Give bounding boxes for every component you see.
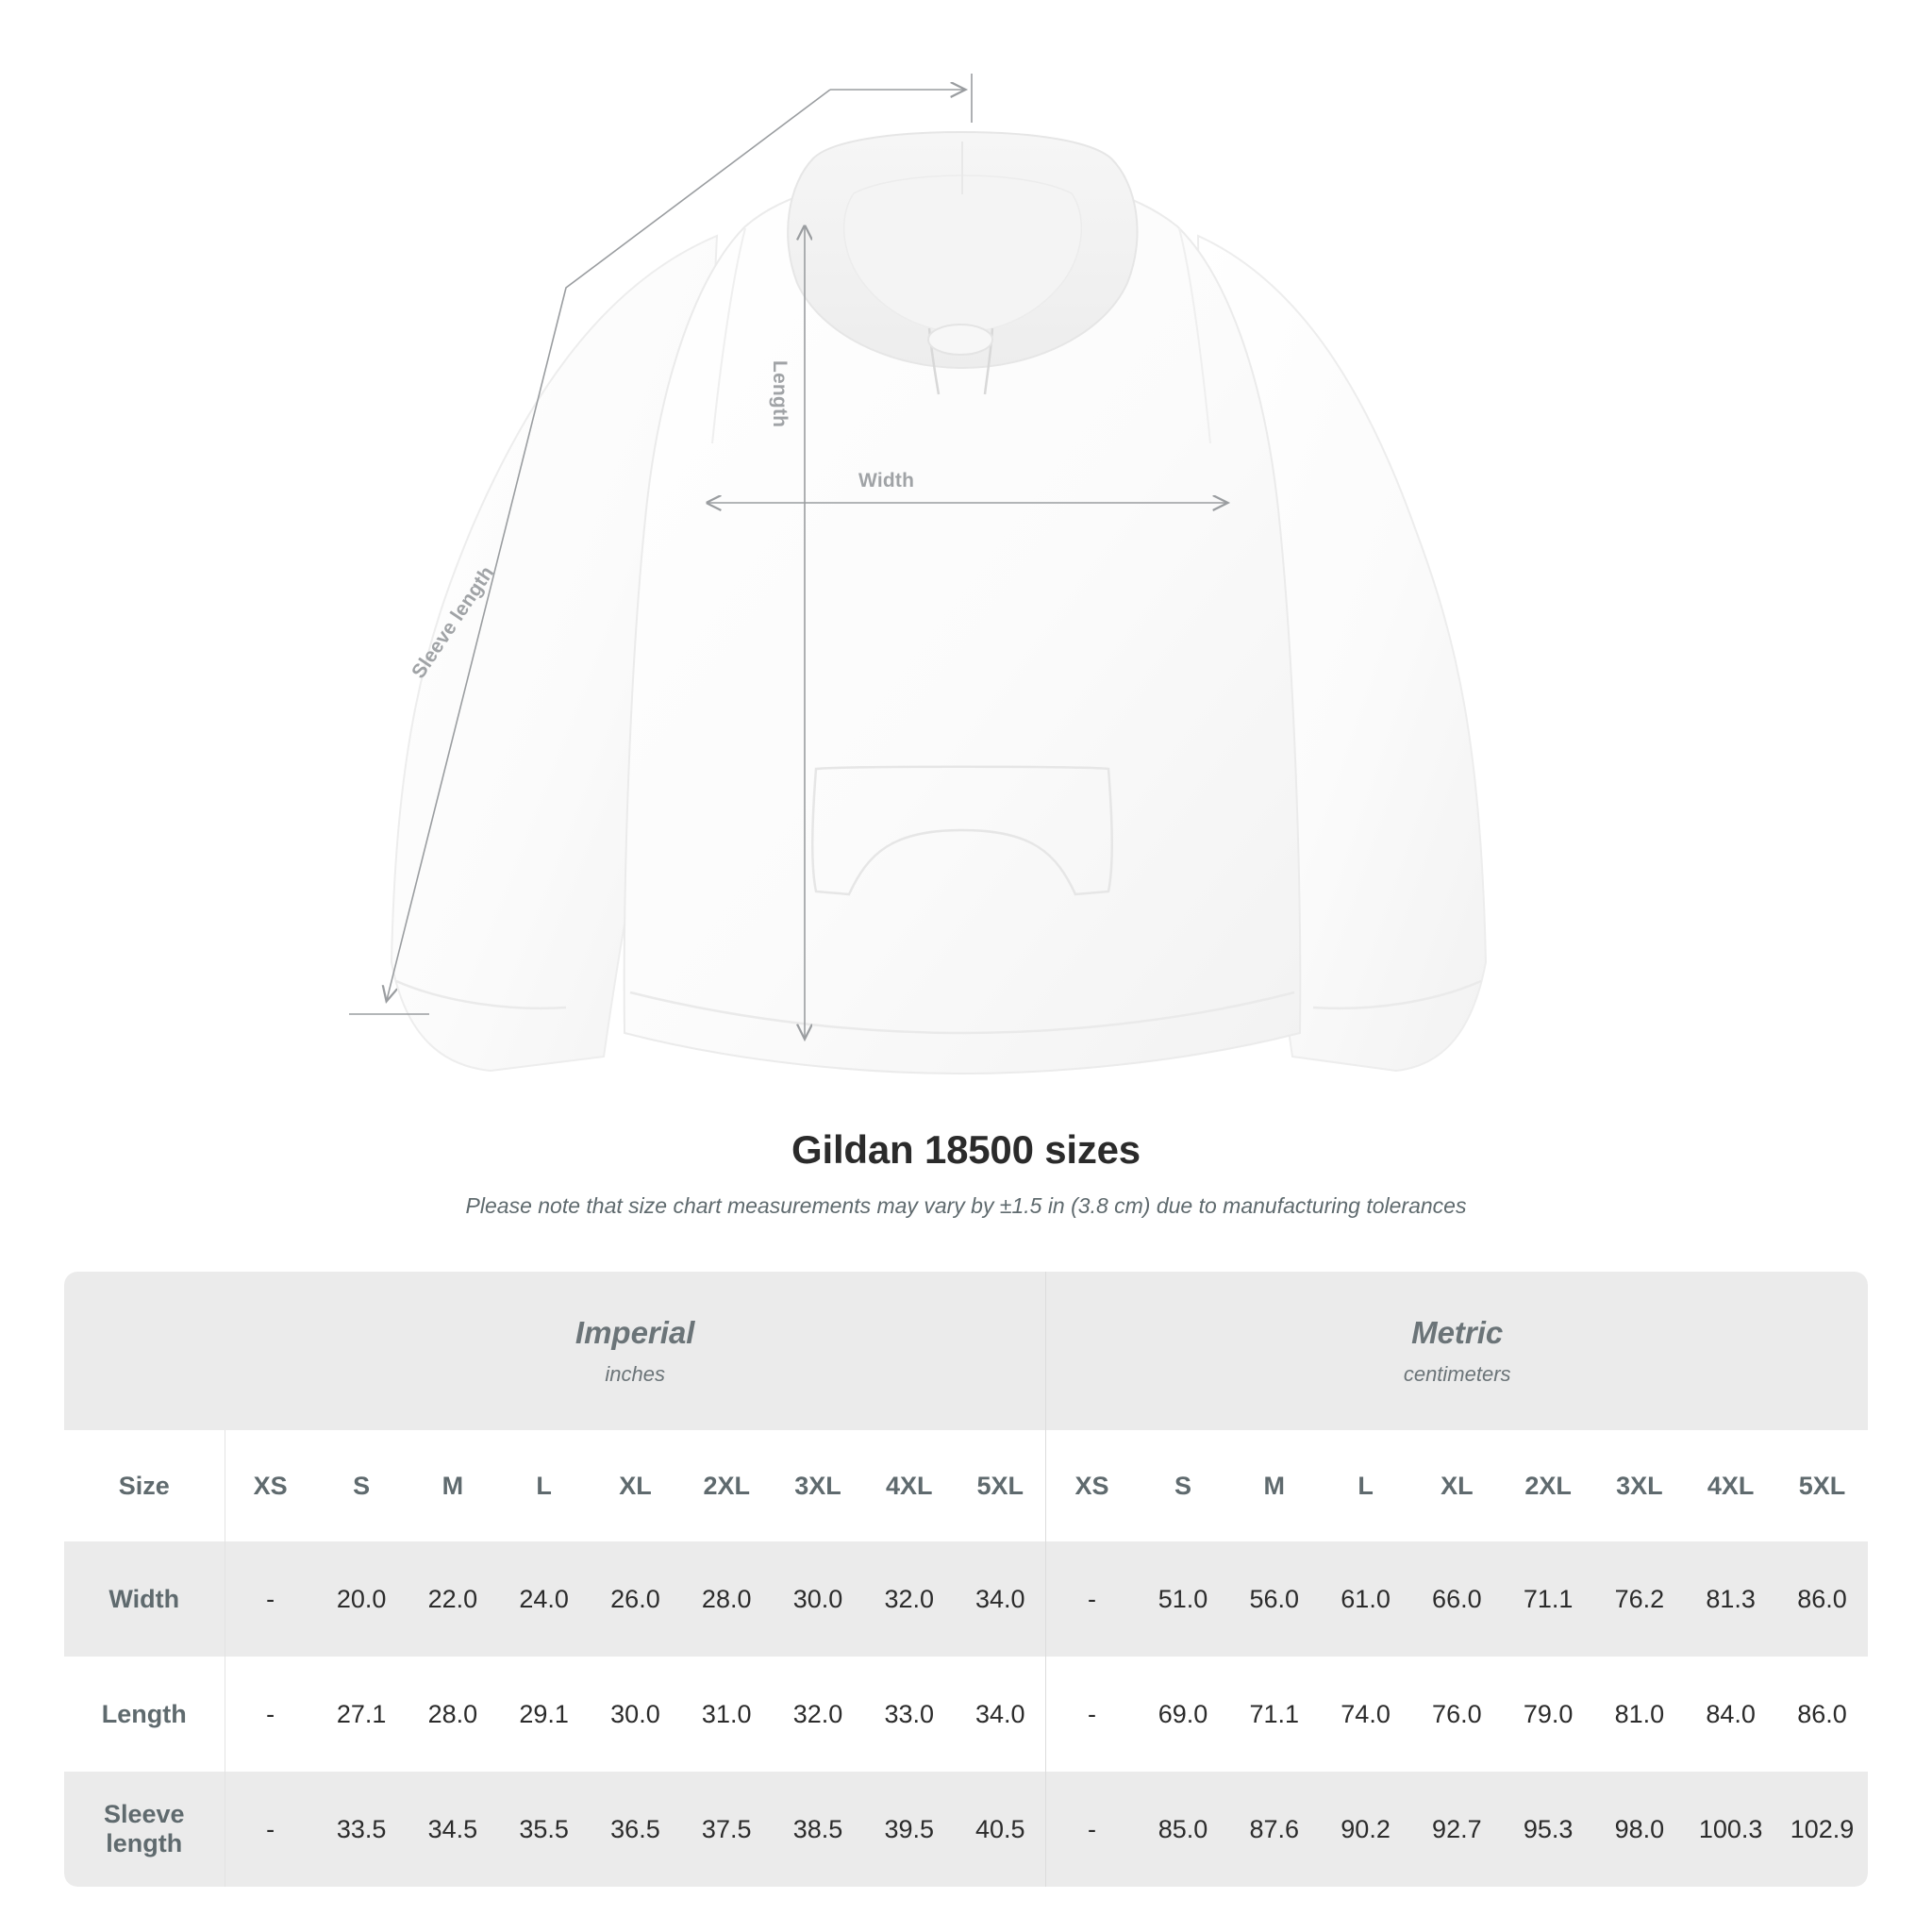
size-col-met-5xl: 5XL: [1776, 1430, 1868, 1541]
size-col-met-3xl: 3XL: [1593, 1430, 1686, 1541]
cell-length-met-5xl: 86.0: [1776, 1657, 1868, 1772]
size-col-imp-5xl: 5XL: [955, 1430, 1047, 1541]
cell-length-met-xl: 76.0: [1410, 1657, 1503, 1772]
size-col-imp-xl: XL: [590, 1430, 681, 1541]
size-col-met-xl: XL: [1410, 1430, 1503, 1541]
title-block: Gildan 18500 sizes Please note that size…: [0, 1127, 1932, 1219]
unit-group-imperial-sub: inches: [605, 1362, 665, 1386]
cell-width-met-m: 56.0: [1228, 1541, 1321, 1657]
cell-sleeve-met-xl: 92.7: [1410, 1772, 1503, 1887]
cell-width-met-4xl: 81.3: [1685, 1541, 1777, 1657]
size-col-imp-l: L: [498, 1430, 591, 1541]
cell-width-met-s: 51.0: [1137, 1541, 1229, 1657]
cell-width-met-5xl: 86.0: [1776, 1541, 1868, 1657]
size-table-container: Imperial inches Metric centimeters Size …: [64, 1272, 1868, 1887]
cell-width-imp-4xl: 32.0: [863, 1541, 956, 1657]
size-col-met-m: M: [1228, 1430, 1321, 1541]
size-col-imp-3xl: 3XL: [772, 1430, 864, 1541]
size-col-imp-4xl: 4XL: [863, 1430, 956, 1541]
cell-length-met-4xl: 84.0: [1685, 1657, 1777, 1772]
cell-sleeve-met-m: 87.6: [1228, 1772, 1321, 1887]
cell-width-imp-m: 22.0: [407, 1541, 499, 1657]
cell-sleeve-met-5xl: 102.9: [1776, 1772, 1868, 1887]
cell-width-imp-2xl: 28.0: [680, 1541, 773, 1657]
cell-width-imp-l: 24.0: [498, 1541, 591, 1657]
width-dimension-label: Width: [858, 470, 915, 491]
unit-group-header-row: Imperial inches Metric centimeters: [64, 1272, 1868, 1430]
cell-length-imp-5xl: 34.0: [955, 1657, 1047, 1772]
unit-group-imperial-name: Imperial: [575, 1315, 695, 1350]
cell-width-met-2xl: 71.1: [1502, 1541, 1594, 1657]
cell-sleeve-imp-l: 35.5: [498, 1772, 591, 1887]
size-col-imp-s: S: [315, 1430, 408, 1541]
garment-diagram: Length Width Sleeve length: [349, 74, 1488, 1075]
cell-length-met-3xl: 81.0: [1593, 1657, 1686, 1772]
size-col-met-s: S: [1137, 1430, 1229, 1541]
cell-sleeve-imp-s: 33.5: [315, 1772, 408, 1887]
cell-sleeve-imp-4xl: 39.5: [863, 1772, 956, 1887]
cell-sleeve-imp-3xl: 38.5: [772, 1772, 864, 1887]
size-header-row: Size XS S M L XL 2XL 3XL 4XL 5XL XS S M …: [64, 1430, 1868, 1541]
cell-width-imp-xl: 26.0: [590, 1541, 681, 1657]
size-table: Imperial inches Metric centimeters Size …: [64, 1272, 1868, 1887]
cell-length-imp-4xl: 33.0: [863, 1657, 956, 1772]
cell-sleeve-imp-xl: 36.5: [590, 1772, 681, 1887]
cell-sleeve-met-s: 85.0: [1137, 1772, 1229, 1887]
page-title: Gildan 18500 sizes: [791, 1127, 1141, 1172]
cell-length-imp-l: 29.1: [498, 1657, 591, 1772]
cell-width-imp-xs: -: [225, 1541, 316, 1657]
cell-width-met-l: 61.0: [1320, 1541, 1411, 1657]
unit-group-imperial: Imperial inches: [225, 1272, 1047, 1430]
table-row-sleeve-length: Sleeve length - 33.5 34.5 35.5 36.5 37.5…: [64, 1772, 1868, 1887]
length-dimension-label: Length: [769, 360, 791, 428]
cell-length-met-l: 74.0: [1320, 1657, 1411, 1772]
size-col-met-4xl: 4XL: [1685, 1430, 1777, 1541]
unit-header-spacer: [64, 1272, 225, 1430]
row-label-sleeve-length: Sleeve length: [64, 1772, 225, 1887]
cell-sleeve-met-l: 90.2: [1320, 1772, 1411, 1887]
cell-width-imp-5xl: 34.0: [955, 1541, 1047, 1657]
cell-length-imp-m: 28.0: [407, 1657, 499, 1772]
cell-length-imp-2xl: 31.0: [680, 1657, 773, 1772]
unit-group-metric: Metric centimeters: [1045, 1272, 1868, 1430]
size-col-met-xs: XS: [1045, 1430, 1138, 1541]
cell-length-imp-xs: -: [225, 1657, 316, 1772]
cell-width-met-xs: -: [1045, 1541, 1138, 1657]
cell-length-imp-3xl: 32.0: [772, 1657, 864, 1772]
cell-length-imp-s: 27.1: [315, 1657, 408, 1772]
cell-sleeve-imp-xs: -: [225, 1772, 316, 1887]
cell-sleeve-met-xs: -: [1045, 1772, 1138, 1887]
table-row-width: Width - 20.0 22.0 24.0 26.0 28.0 30.0 32…: [64, 1541, 1868, 1657]
cell-sleeve-met-4xl: 100.3: [1685, 1772, 1777, 1887]
table-row-length: Length - 27.1 28.0 29.1 30.0 31.0 32.0 3…: [64, 1657, 1868, 1772]
cell-length-imp-xl: 30.0: [590, 1657, 681, 1772]
hoodie-illustration: [390, 130, 1488, 1075]
dimension-lines: [349, 74, 1226, 1038]
cell-width-imp-3xl: 30.0: [772, 1541, 864, 1657]
cell-sleeve-imp-5xl: 40.5: [955, 1772, 1047, 1887]
cell-width-imp-s: 20.0: [315, 1541, 408, 1657]
unit-group-metric-name: Metric: [1411, 1315, 1504, 1350]
cell-width-met-3xl: 76.2: [1593, 1541, 1686, 1657]
cell-sleeve-imp-m: 34.5: [407, 1772, 499, 1887]
cell-sleeve-imp-2xl: 37.5: [680, 1772, 773, 1887]
cell-sleeve-met-3xl: 98.0: [1593, 1772, 1686, 1887]
size-label-cell: Size: [64, 1430, 225, 1541]
size-col-imp-xs: XS: [225, 1430, 316, 1541]
cell-length-met-xs: -: [1045, 1657, 1138, 1772]
size-col-imp-m: M: [407, 1430, 499, 1541]
cell-length-met-2xl: 79.0: [1502, 1657, 1594, 1772]
cell-width-met-xl: 66.0: [1410, 1541, 1503, 1657]
row-label-width: Width: [64, 1541, 225, 1657]
size-col-imp-2xl: 2XL: [680, 1430, 773, 1541]
row-label-length: Length: [64, 1657, 225, 1772]
size-col-met-l: L: [1320, 1430, 1411, 1541]
tolerance-note: Please note that size chart measurements…: [465, 1193, 1467, 1218]
cell-length-met-m: 71.1: [1228, 1657, 1321, 1772]
cell-length-met-s: 69.0: [1137, 1657, 1229, 1772]
size-col-met-2xl: 2XL: [1502, 1430, 1594, 1541]
cell-sleeve-met-2xl: 95.3: [1502, 1772, 1594, 1887]
unit-group-metric-sub: centimeters: [1403, 1362, 1511, 1386]
